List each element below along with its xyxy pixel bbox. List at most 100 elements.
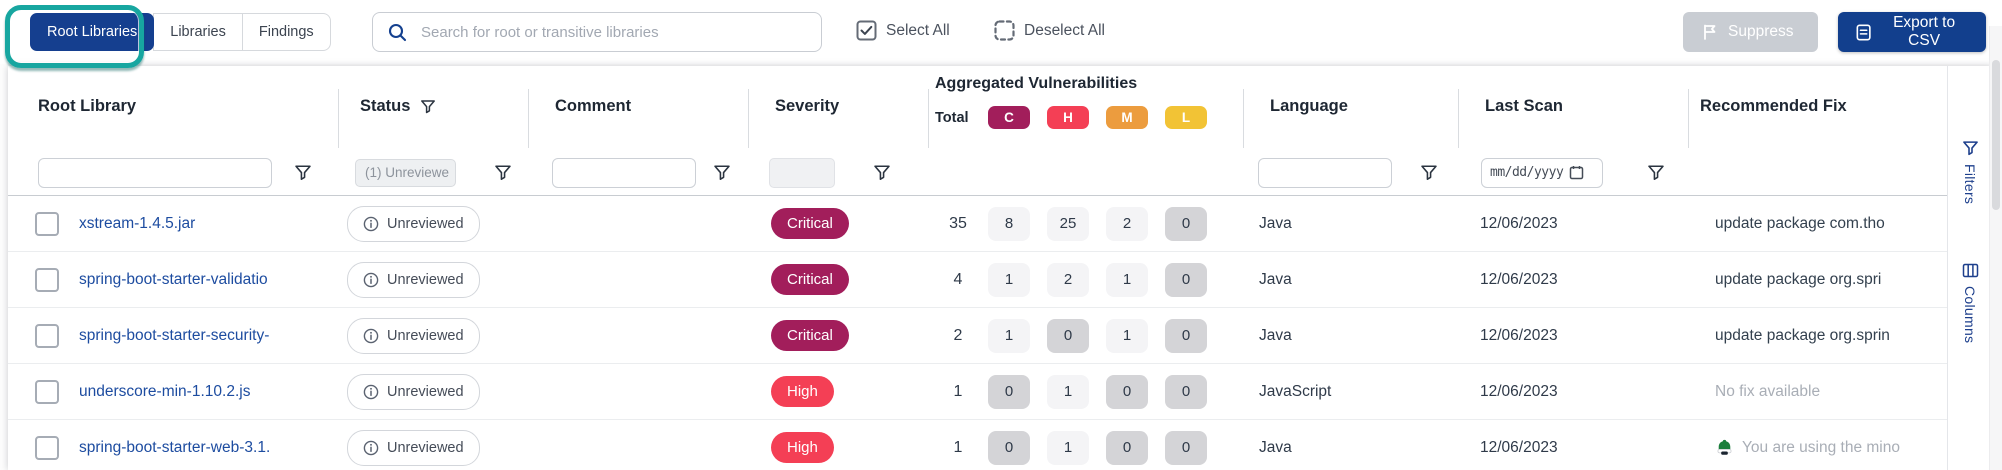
col-header-last-scan: Last Scan [1485, 97, 1563, 115]
suppress-button[interactable]: Suppress [1683, 12, 1818, 52]
critical-count[interactable]: 8 [988, 206, 1030, 241]
language-filter-input[interactable] [1258, 157, 1392, 188]
col-header-root-library: Root Library [38, 97, 137, 115]
filters-rail-label: Filters [1962, 164, 1978, 205]
high-count[interactable]: 1 [1047, 430, 1089, 465]
status-pill[interactable]: Unreviewed [347, 373, 480, 410]
language-value: Java [1259, 326, 1292, 344]
status-label: Unreviewed [387, 215, 464, 232]
low-count[interactable]: 0 [1165, 262, 1207, 297]
severity-pill: Critical [771, 208, 849, 239]
vertical-scrollbar[interactable] [1989, 26, 2002, 470]
library-name-link[interactable]: spring-boot-starter-validatio [79, 270, 268, 288]
library-name-link[interactable]: underscore-min-1.10.2.js [79, 382, 251, 400]
medium-count[interactable]: 0 [1106, 374, 1148, 409]
severity-filter-icon[interactable] [873, 164, 891, 182]
deselect-all-label: Deselect All [1024, 21, 1105, 39]
scrollbar-thumb[interactable] [1992, 60, 2000, 210]
status-filter-icon[interactable] [494, 164, 512, 182]
low-count[interactable]: 0 [1165, 206, 1207, 241]
row-checkbox[interactable] [35, 211, 59, 236]
select-all-checkbox-icon [856, 20, 877, 41]
medium-count[interactable]: 1 [1106, 262, 1148, 297]
medium-count[interactable]: 1 [1106, 318, 1148, 353]
medium-count[interactable]: 0 [1106, 430, 1148, 465]
status-pill[interactable]: Unreviewed [347, 205, 480, 242]
comment-cell [528, 252, 748, 307]
row-checkbox[interactable] [35, 435, 59, 460]
high-badge: H [1047, 106, 1089, 129]
status-label: Unreviewed [387, 327, 464, 344]
status-pill[interactable]: Unreviewed [347, 317, 480, 354]
last-scan-value: 12/06/2023 [1480, 326, 1558, 344]
low-count[interactable]: 0 [1165, 430, 1207, 465]
last-scan-date-input[interactable]: mm/dd/yyyy [1481, 157, 1603, 188]
export-to-csv-button[interactable]: Export to CSV [1838, 12, 1986, 52]
comment-filter-icon[interactable] [713, 164, 731, 182]
comment-filter-input[interactable] [552, 157, 696, 188]
status-pill[interactable]: Unreviewed [347, 261, 480, 298]
deselect-all-icon [994, 20, 1015, 41]
root-library-filter-icon[interactable] [294, 164, 312, 182]
recommended-fix-text: update package com.tho [1715, 214, 1885, 232]
library-name-link[interactable]: xstream-1.4.5.jar [79, 214, 196, 232]
export-label: Export to CSV [1893, 14, 1956, 49]
high-count[interactable]: 2 [1047, 262, 1089, 297]
critical-count[interactable]: 0 [988, 374, 1030, 409]
last-scan-value: 12/06/2023 [1480, 382, 1558, 400]
status-sort-filter-icon[interactable] [420, 99, 436, 115]
root-library-filter-input[interactable] [38, 157, 272, 188]
row-checkbox[interactable] [35, 379, 59, 404]
col-header-language: Language [1270, 97, 1348, 115]
status-label: Unreviewed [387, 383, 464, 400]
language-value: Java [1259, 214, 1292, 232]
columns-rail-button[interactable]: Columns [1948, 262, 1992, 343]
recommended-fix-text: update package org.spri [1715, 270, 1882, 288]
critical-count[interactable]: 0 [988, 430, 1030, 465]
columns-icon [1962, 263, 1978, 278]
high-count[interactable]: 0 [1047, 318, 1089, 353]
side-rail: Filters Columns [1947, 66, 1992, 470]
info-icon [363, 272, 379, 287]
status-pill[interactable]: Unreviewed [347, 429, 480, 466]
low-count[interactable]: 0 [1165, 374, 1207, 409]
recommended-fix-text: No fix available [1715, 382, 1821, 400]
high-count[interactable]: 1 [1047, 374, 1089, 409]
search-input[interactable] [419, 22, 821, 42]
library-name-link[interactable]: spring-boot-starter-security- [79, 326, 270, 344]
medium-count[interactable]: 2 [1106, 206, 1148, 241]
select-all-button[interactable]: Select All [856, 20, 950, 41]
high-count[interactable]: 25 [1047, 206, 1089, 241]
status-filter-value[interactable]: (1) Unreviewe [355, 158, 456, 187]
critical-count[interactable]: 1 [988, 262, 1030, 297]
table-header: Root Library Status Comment Severity Agg… [8, 66, 1948, 150]
critical-count[interactable]: 1 [988, 318, 1030, 353]
helmet-icon [1717, 439, 1732, 455]
library-name-link[interactable]: spring-boot-starter-web-3.1. [79, 438, 271, 456]
language-filter-icon[interactable] [1420, 164, 1438, 182]
tab-root-libraries[interactable]: Root Libraries [30, 13, 155, 51]
deselect-all-button[interactable]: Deselect All [994, 20, 1105, 41]
severity-filter-box[interactable] [769, 157, 835, 188]
filters-rail-button[interactable]: Filters [1948, 140, 1992, 204]
table-body: xstream-1.4.5.jar Unreviewed Critical 35… [8, 196, 1948, 470]
low-count[interactable]: 0 [1165, 318, 1207, 353]
col-header-aggregated-vulnerabilities: Aggregated Vulnerabilities [935, 75, 1138, 92]
severity-pill: Critical [771, 264, 849, 295]
tab-findings[interactable]: Findings [241, 13, 331, 51]
total-count: 4 [953, 270, 963, 288]
severity-pill: Critical [771, 320, 849, 351]
row-checkbox[interactable] [35, 323, 59, 348]
comment-cell [528, 196, 748, 251]
columns-rail-label: Columns [1962, 286, 1978, 344]
tab-libraries[interactable]: Libraries [153, 13, 243, 51]
language-value: JavaScript [1259, 382, 1332, 400]
date-placeholder: mm/dd/yyyy [1490, 165, 1564, 180]
toolbar: Root Libraries Libraries Findings Select… [0, 0, 2002, 68]
col-header-recommended-fix: Recommended Fix [1700, 97, 1847, 115]
calendar-icon [1570, 166, 1584, 180]
row-checkbox[interactable] [35, 267, 59, 292]
comment-cell [528, 308, 748, 363]
last-scan-filter-icon[interactable] [1647, 164, 1665, 182]
